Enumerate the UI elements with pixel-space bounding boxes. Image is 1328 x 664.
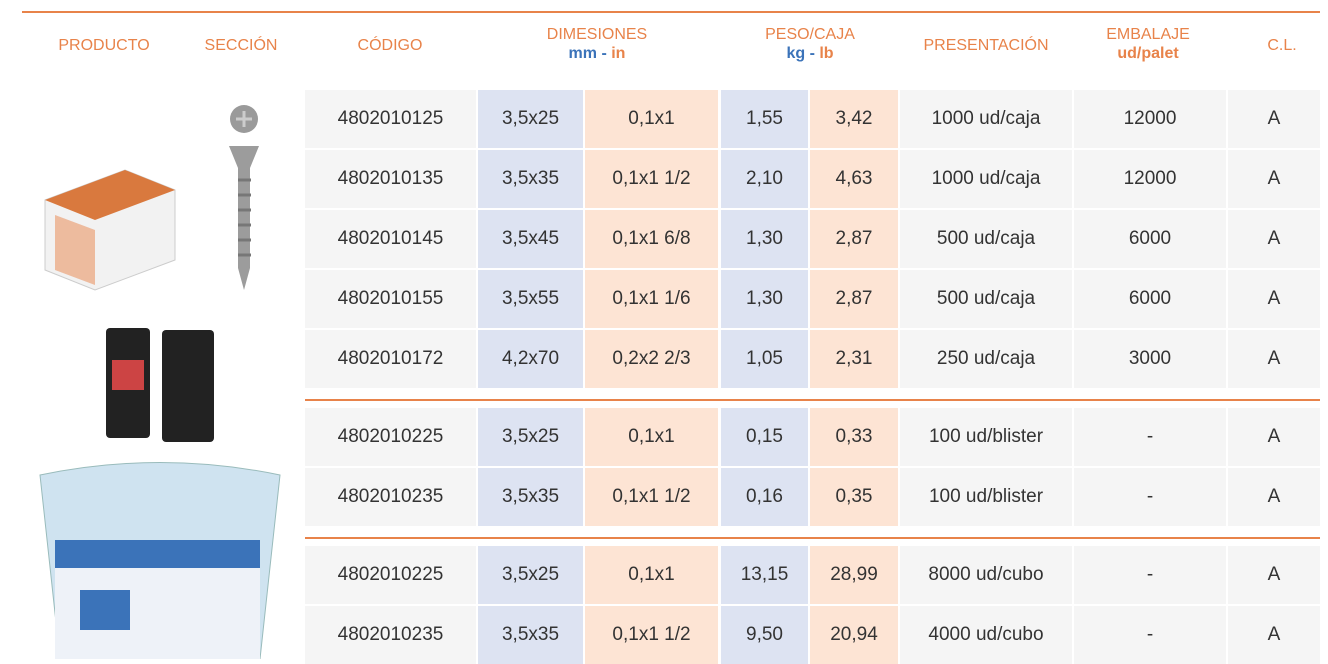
table-cell: 4802010235 [305, 606, 476, 664]
table-cell: 3,5x25 [478, 546, 583, 604]
table-cell: 0,35 [810, 468, 898, 526]
table-cell: 3000 [1074, 330, 1226, 388]
table-cell: 3,5x25 [478, 90, 583, 148]
col-header: EMBALAJE ud/palet [1106, 25, 1190, 63]
table-cell: 2,87 [810, 210, 898, 268]
table-cell: 0,15 [721, 408, 808, 466]
table-cell: A [1228, 210, 1320, 268]
table-cell: 12000 [1074, 90, 1226, 148]
header-title: DIMESIONES [547, 26, 647, 43]
col-header: PRESENTACIÓN [923, 36, 1048, 55]
table-cell: 3,5x35 [478, 468, 583, 526]
table-cell: A [1228, 606, 1320, 664]
table-cell: 4802010172 [305, 330, 476, 388]
table-cell: A [1228, 408, 1320, 466]
table-cell: - [1074, 468, 1226, 526]
unit: lb [819, 45, 833, 62]
header-title: PESO/CAJA [765, 26, 855, 43]
table-cell: 0,33 [810, 408, 898, 466]
table-cell: 12000 [1074, 150, 1226, 208]
table-cell: 4802010145 [305, 210, 476, 268]
table-cell: 1,05 [721, 330, 808, 388]
table-cell: 4,2x70 [478, 330, 583, 388]
table-cell: 2,10 [721, 150, 808, 208]
page: PRODUCTO SECCIÓN CÓDIGO DIMESIONESmm - i… [0, 0, 1328, 659]
table-cell: 0,1x1 1/2 [585, 606, 718, 664]
group-rule [305, 537, 1320, 539]
table-cell: 1,30 [721, 270, 808, 328]
col-header: PESO/CAJA kg - lb [765, 25, 855, 63]
table-cell: 1,30 [721, 210, 808, 268]
table-cell: A [1228, 270, 1320, 328]
table-cell: - [1074, 606, 1226, 664]
table-cell: 0,16 [721, 468, 808, 526]
table-cell: 0,1x1 1/2 [585, 468, 718, 526]
table-cell: 2,87 [810, 270, 898, 328]
table-cell: 6000 [1074, 270, 1226, 328]
unit: in [611, 45, 625, 62]
table-cell: 13,15 [721, 546, 808, 604]
col-header: C.L. [1267, 36, 1296, 55]
table-cell: A [1228, 90, 1320, 148]
unit: ud/palet [1117, 45, 1178, 62]
table-cell: 500 ud/caja [900, 270, 1072, 328]
table-cell: 9,50 [721, 606, 808, 664]
table-cell: 1,55 [721, 90, 808, 148]
table-cell: 0,2x2 2/3 [585, 330, 718, 388]
table-cell: 8000 ud/cubo [900, 546, 1072, 604]
table-cell: 4802010155 [305, 270, 476, 328]
table-cell: 4000 ud/cubo [900, 606, 1072, 664]
table-cell: 0,1x1 [585, 546, 718, 604]
table-cell: 1000 ud/caja [900, 150, 1072, 208]
table-cell: 4802010125 [305, 90, 476, 148]
table-cell: 3,5x55 [478, 270, 583, 328]
table-cell: 3,5x35 [478, 606, 583, 664]
table-cell: 0,1x1 1/6 [585, 270, 718, 328]
table-cell: 28,99 [810, 546, 898, 604]
table-cell: 6000 [1074, 210, 1226, 268]
table-cell: 3,5x35 [478, 150, 583, 208]
table-cell: A [1228, 330, 1320, 388]
table-cell: 250 ud/caja [900, 330, 1072, 388]
table-cell: 4,63 [810, 150, 898, 208]
table-cell: A [1228, 150, 1320, 208]
unit: kg [786, 45, 805, 62]
table-cell: - [1074, 408, 1226, 466]
col-header: CÓDIGO [358, 36, 423, 55]
table-cell: 20,94 [810, 606, 898, 664]
table-cell: 4802010135 [305, 150, 476, 208]
product-images [0, 0, 305, 659]
table-cell: 2,31 [810, 330, 898, 388]
header-title: EMBALAJE [1106, 26, 1190, 43]
table-cell: 0,1x1 1/2 [585, 150, 718, 208]
table-cell: 100 ud/blister [900, 408, 1072, 466]
table-cell: A [1228, 546, 1320, 604]
unit-sep: - [810, 45, 815, 62]
col-header: DIMESIONES mm - in [547, 25, 647, 63]
table-cell: - [1074, 546, 1226, 604]
table-cell: 1000 ud/caja [900, 90, 1072, 148]
unit-sep: - [601, 45, 606, 62]
unit: mm [569, 45, 597, 62]
table-cell: 100 ud/blister [900, 468, 1072, 526]
table-cell: 4802010225 [305, 408, 476, 466]
table-cell: 0,1x1 [585, 90, 718, 148]
table-cell: 0,1x1 [585, 408, 718, 466]
table-cell: 500 ud/caja [900, 210, 1072, 268]
table-cell: 0,1x1 6/8 [585, 210, 718, 268]
table-cell: 3,5x45 [478, 210, 583, 268]
table-cell: 4802010235 [305, 468, 476, 526]
table-cell: 4802010225 [305, 546, 476, 604]
table-cell: A [1228, 468, 1320, 526]
table-cell: 3,42 [810, 90, 898, 148]
group-rule [305, 399, 1320, 401]
table-cell: 3,5x25 [478, 408, 583, 466]
